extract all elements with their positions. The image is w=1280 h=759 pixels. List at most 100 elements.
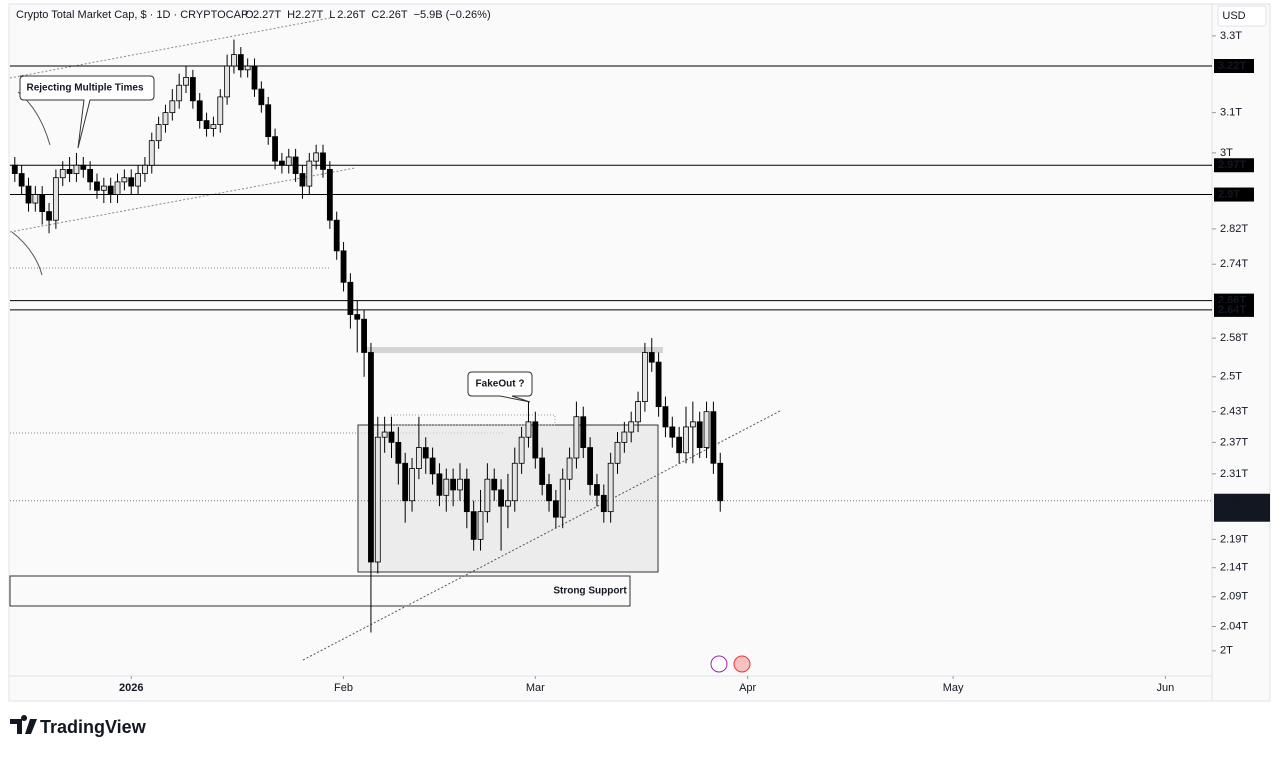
candle-body — [518, 436, 525, 464]
candle-body — [148, 140, 155, 166]
level-label: 2.97T — [1218, 159, 1246, 171]
last-price-label: 2.26T — [1218, 495, 1246, 507]
candle-body — [689, 421, 696, 428]
candle-body — [415, 447, 422, 469]
candle-body — [539, 457, 546, 485]
x-tick-label: May — [943, 682, 964, 694]
support-box — [9, 575, 631, 607]
logo: TradingView — [10, 715, 147, 737]
candle-body — [470, 511, 477, 540]
candle-body — [381, 431, 388, 438]
candle-body — [710, 411, 717, 464]
candle-body — [210, 124, 217, 129]
candle-body — [251, 65, 258, 90]
y-tick-label: 2.74T — [1220, 258, 1248, 270]
candle-body — [683, 426, 689, 454]
x-tick-label: Mar — [526, 682, 545, 694]
candle-body — [94, 181, 100, 191]
candle-body — [162, 112, 169, 125]
y-tick-label: 2.58T — [1220, 332, 1248, 344]
candle-body — [18, 173, 25, 187]
y-tick-label: 2.5T — [1220, 371, 1242, 383]
candle-body — [587, 447, 594, 485]
candle-body — [388, 431, 395, 443]
candle-body — [285, 156, 292, 166]
candle-body — [457, 478, 463, 491]
candle-body — [196, 100, 203, 121]
y-tick-label: 2.14T — [1220, 562, 1248, 574]
plot-area — [8, 3, 1213, 677]
candle-body — [498, 489, 504, 507]
candle-body — [189, 77, 196, 102]
y-tick-label: 2.31T — [1220, 468, 1248, 480]
currency-box[interactable] — [1217, 5, 1267, 27]
level-label-box — [1214, 302, 1254, 317]
candle-body — [669, 426, 676, 438]
candle-body — [340, 250, 347, 283]
candle-body — [532, 421, 539, 459]
level-label-box — [1214, 187, 1254, 202]
candle-body — [635, 401, 641, 423]
candle-body — [463, 478, 470, 513]
symbol: Crypto Total Market Cap, $ · 1D · CRYPTO… — [16, 9, 248, 21]
candle-body — [279, 160, 285, 166]
candle-body — [231, 54, 237, 67]
y-tick-label: 2.04T — [1220, 620, 1248, 632]
candle-body — [135, 173, 141, 187]
y-tick-label: 2.09T — [1220, 591, 1248, 603]
candle-body — [39, 194, 46, 212]
candle-body — [559, 478, 566, 518]
event-icon[interactable] — [733, 655, 751, 673]
x-tick-label: Feb — [334, 682, 353, 694]
candle-body — [299, 173, 306, 187]
candle-body — [374, 436, 381, 563]
ohlc-value: 2.26T — [337, 9, 365, 21]
candle-body — [272, 136, 278, 162]
candle-body — [648, 352, 655, 363]
currency: USD — [1222, 10, 1245, 22]
candle-body — [46, 211, 52, 221]
ohlc-key: L — [329, 9, 335, 21]
candle-body — [409, 468, 415, 502]
candle-body — [607, 462, 614, 513]
candle-body — [183, 77, 189, 86]
candle-body — [25, 185, 32, 204]
candle-body — [73, 164, 80, 174]
candle-body — [662, 406, 669, 428]
candle-body — [52, 177, 59, 221]
x-tick-label: Apr — [739, 682, 756, 694]
candle-body — [292, 156, 299, 174]
level-label: 2.64T — [1218, 304, 1246, 316]
candle-body — [224, 65, 231, 98]
candle-body — [505, 500, 511, 507]
candle-body — [66, 168, 73, 174]
candle-body — [333, 219, 340, 252]
trendline — [302, 410, 781, 661]
candle-body — [121, 177, 128, 183]
candle-body — [169, 100, 176, 114]
candle-body — [32, 194, 39, 204]
candle-body — [594, 484, 600, 496]
level-label: 2.9T — [1218, 188, 1240, 200]
channel-lower — [9, 167, 356, 233]
candle-body — [436, 473, 443, 496]
candle-body — [326, 168, 333, 221]
candle-body — [237, 54, 244, 71]
candle-body — [87, 168, 94, 183]
candle-body — [80, 164, 87, 170]
candle-body — [128, 177, 135, 187]
level-label-box — [1214, 158, 1254, 173]
candle-body — [142, 164, 148, 174]
y-tick-label: 3.3T — [1220, 30, 1242, 42]
candle-body — [450, 478, 457, 491]
event-icon[interactable] — [710, 655, 728, 673]
candle-body — [203, 120, 210, 129]
ohlc-key: H — [287, 9, 295, 21]
level-label-box — [1214, 59, 1254, 74]
candle-body — [642, 352, 648, 403]
candle-body — [11, 164, 18, 174]
y-tick-label: 3T — [1220, 147, 1233, 159]
candle-body — [217, 96, 224, 125]
candle-body — [258, 88, 265, 106]
